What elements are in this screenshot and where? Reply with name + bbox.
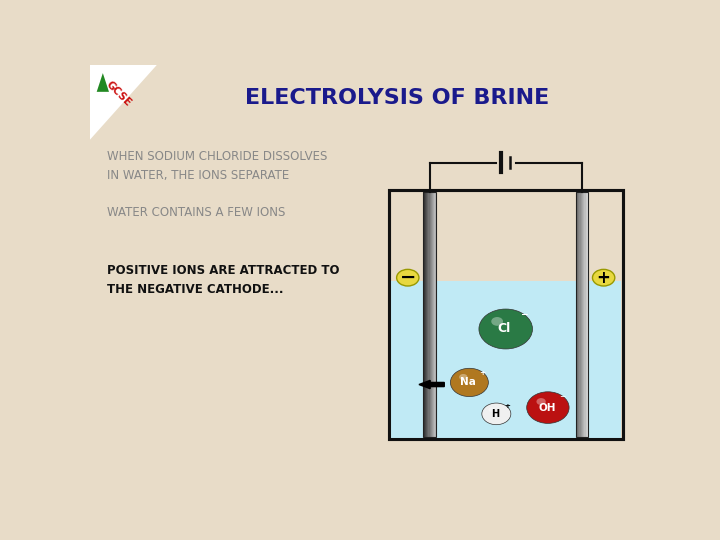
Text: ELECTROLYSIS OF BRINE: ELECTROLYSIS OF BRINE [245,88,549,108]
Bar [433,192,434,437]
Text: WHEN SODIUM CHLORIDE DISSOLVES
IN WATER, THE IONS SEPARATE: WHEN SODIUM CHLORIDE DISSOLVES IN WATER,… [107,150,327,182]
Text: −: − [520,310,527,320]
Circle shape [479,309,533,349]
Bar [583,192,585,437]
Circle shape [593,269,615,286]
Text: WATER CONTAINS A FEW IONS: WATER CONTAINS A FEW IONS [107,206,285,219]
Bar [425,192,426,437]
Bar [426,192,427,437]
Text: +: + [480,370,485,376]
Bar [580,192,582,437]
Bar [587,192,588,437]
Bar [430,192,431,437]
Polygon shape [90,65,157,140]
Bar [578,192,580,437]
Bar [390,281,621,438]
Bar [434,192,436,437]
Bar [389,190,623,439]
Bar [577,192,578,437]
Text: +: + [504,403,510,409]
Bar [585,192,587,437]
Text: +: + [597,269,611,287]
Bar [576,192,577,437]
Text: Na: Na [461,377,477,387]
Text: −: − [400,268,416,287]
Bar [576,192,588,437]
Circle shape [488,407,495,412]
Circle shape [536,398,546,405]
Bar [432,192,433,437]
Text: POSITIVE IONS ARE ATTRACTED TO
THE NEGATIVE CATHODE...: POSITIVE IONS ARE ATTRACTED TO THE NEGAT… [107,265,339,296]
Bar [389,190,623,439]
Circle shape [482,403,511,424]
Bar [431,192,432,437]
Text: −: − [559,394,565,400]
Text: Cl: Cl [498,322,511,335]
Circle shape [491,317,503,326]
Polygon shape [96,73,109,92]
Circle shape [397,269,419,286]
Text: GCSE: GCSE [104,79,133,109]
Bar [423,192,425,437]
Bar [582,192,583,437]
Circle shape [459,374,467,380]
Bar [428,192,430,437]
Bar [423,192,436,437]
Circle shape [527,392,569,423]
Text: H: H [492,409,500,419]
Text: OH: OH [538,403,556,413]
Circle shape [451,368,488,396]
Bar [427,192,428,437]
FancyArrow shape [419,380,444,389]
